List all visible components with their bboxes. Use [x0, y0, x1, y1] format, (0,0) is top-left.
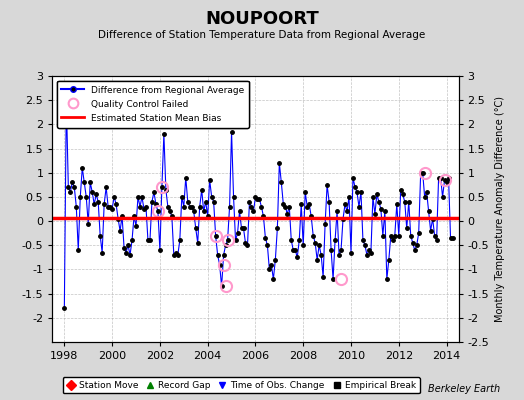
Legend: Difference from Regional Average, Quality Control Failed, Estimated Station Mean: Difference from Regional Average, Qualit…: [57, 80, 249, 128]
Legend: Station Move, Record Gap, Time of Obs. Change, Empirical Break: Station Move, Record Gap, Time of Obs. C…: [62, 377, 420, 394]
Y-axis label: Monthly Temperature Anomaly Difference (°C): Monthly Temperature Anomaly Difference (…: [495, 96, 505, 322]
Text: Difference of Station Temperature Data from Regional Average: Difference of Station Temperature Data f…: [99, 30, 425, 40]
Text: Berkeley Earth: Berkeley Earth: [428, 384, 500, 394]
Text: NOUPOORT: NOUPOORT: [205, 10, 319, 28]
